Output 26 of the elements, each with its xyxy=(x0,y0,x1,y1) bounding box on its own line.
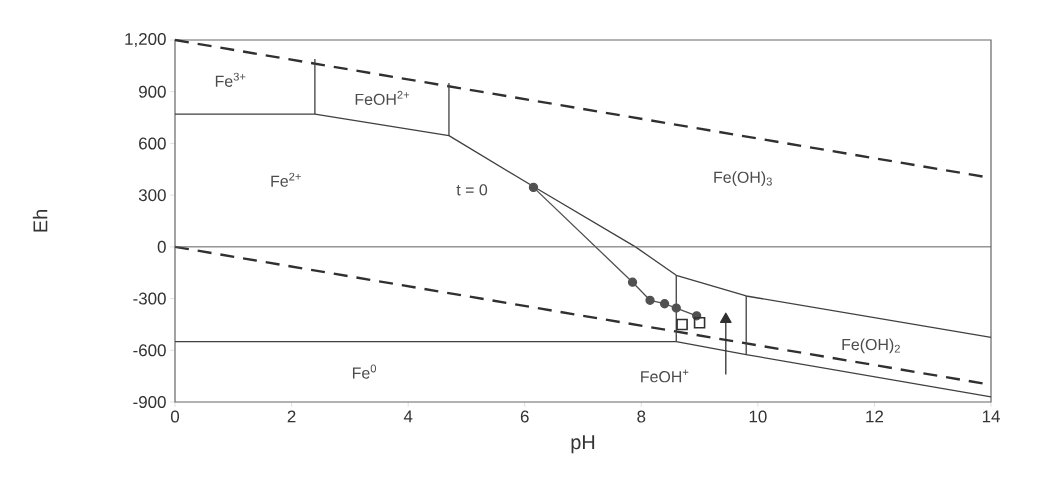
y-tick-label: 1,200 xyxy=(125,33,166,47)
x-tick-label: 2 xyxy=(287,410,296,423)
y-axis-title: Eh xyxy=(32,210,48,232)
x-tick-label: 14 xyxy=(982,410,1000,423)
y-tick-label: -300 xyxy=(133,292,166,305)
x-tick-label: 4 xyxy=(403,410,413,423)
annotation: Fe$^{2+}$ xyxy=(271,172,301,187)
y-tick-label: 900 xyxy=(139,85,166,98)
y-tick-label: 600 xyxy=(139,137,166,150)
y-tick-label: 300 xyxy=(138,189,166,202)
y-tick-label: -600 xyxy=(133,344,166,357)
y-tick-label: 0 xyxy=(157,240,166,253)
x-axis-title: pH xyxy=(571,435,595,454)
annotation: Fe$^{3+}$ xyxy=(215,72,246,87)
x-tick-label: 8 xyxy=(637,410,646,423)
annotation: FeOH$^{2+}$ xyxy=(355,90,410,106)
x-tick-label: 12 xyxy=(866,410,883,423)
annotation: Fe$^{0}$ xyxy=(352,364,377,379)
x-tick-label: 0 xyxy=(170,410,180,423)
annotation: Fe(OH)$_{3}$ xyxy=(714,171,772,187)
y-tick-label: -900 xyxy=(133,396,166,408)
annotation: t = 0 xyxy=(456,184,488,196)
annotation: Fe(OH)$_{2}$ xyxy=(842,338,900,354)
x-tick-label: 10 xyxy=(749,410,767,423)
x-tick-label: 6 xyxy=(520,410,529,423)
annotation: FeOH$^{+}$ xyxy=(641,369,689,383)
